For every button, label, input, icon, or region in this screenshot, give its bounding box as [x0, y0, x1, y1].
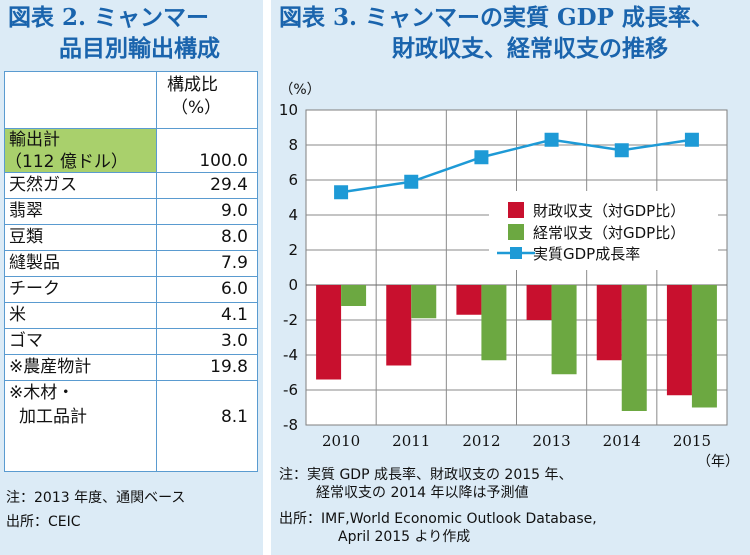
y-tick-label: -2 — [283, 311, 298, 329]
figure3-title-line2: 財政収支、経常収支の推移 — [392, 35, 668, 62]
legend-current-account-swatch — [508, 224, 524, 240]
figure3-title-line1: 図表 3. ミャンマーの実質 GDP 成長率、 — [279, 4, 714, 31]
table-rule — [5, 380, 257, 381]
x-tick-label: 2010 — [322, 432, 360, 450]
row-value-garments: 7.9 — [220, 253, 248, 273]
x-tick-label: 2013 — [532, 432, 570, 450]
fiscal-balance-bar — [316, 285, 342, 380]
current-account-bar — [551, 285, 577, 375]
row-label-beans: 豆類 — [9, 227, 43, 247]
legend-fiscal-swatch — [508, 202, 524, 218]
left-panel: 図表 2. ミャンマー 品目別輸出構成 構成比 （%） 輸出計 （112 億ドル… — [0, 0, 263, 555]
row-value-rice: 4.1 — [220, 305, 248, 325]
y-tick-label: -6 — [283, 381, 298, 399]
y-tick-label: 4 — [288, 206, 298, 224]
total-label-line2: （112 億ドル） — [5, 152, 128, 172]
x-tick-label: 2012 — [462, 432, 500, 450]
total-value: 100.0 — [199, 151, 248, 171]
row-label-timber-line1: ※木材・ — [9, 383, 75, 403]
y-tick-label: 0 — [288, 276, 298, 294]
fiscal-balance-bar — [526, 285, 552, 320]
row-label-rice: 米 — [9, 305, 26, 325]
fiscal-balance-bar — [666, 285, 692, 396]
figure3-note-line1: 注：実質 GDP 成長率、財政収支の 2015 年、 — [279, 467, 573, 483]
header-share-unit: （%） — [171, 98, 222, 118]
row-label-agri-total: ※農産物計 — [9, 357, 92, 377]
table-rule — [5, 224, 257, 225]
table-rule — [5, 354, 257, 355]
gdp-growth-line — [340, 138, 693, 194]
table-column-divider — [156, 72, 157, 471]
x-unit-label: （年） — [697, 454, 739, 470]
total-label-line1: 輸出計 — [9, 130, 60, 150]
row-label-garments: 縫製品 — [9, 253, 60, 273]
table-rule — [5, 198, 257, 199]
y-tick-label: 6 — [288, 171, 298, 189]
gdp-growth-point — [404, 174, 419, 189]
y-tick-label: 10 — [279, 101, 298, 119]
row-value-natural-gas: 29.4 — [210, 175, 248, 195]
x-tick-label: 2014 — [603, 432, 641, 450]
y-tick-label: -4 — [283, 346, 298, 364]
figure2-title-line1: 図表 2. ミャンマー — [8, 4, 210, 31]
current-account-bar — [621, 285, 647, 411]
row-label-sesame: ゴマ — [9, 331, 43, 351]
legend-gdp-growth-label: 実質GDP成長率 — [533, 245, 640, 263]
row-value-beans: 8.0 — [220, 227, 248, 247]
figure3-note-line2: 経常収支の 2014 年以降は予測値 — [316, 485, 529, 501]
y-unit-label: （%） — [279, 82, 320, 98]
row-label-timber-line2: 加工品計 — [19, 407, 87, 427]
y-tick-label: 2 — [288, 241, 298, 259]
table-rule — [5, 128, 257, 129]
legend-current-account-label: 経常収支（対GDP比） — [533, 224, 685, 242]
current-account-bar — [691, 285, 717, 408]
fiscal-balance-bar — [386, 285, 412, 366]
gdp-growth-point — [334, 185, 349, 200]
current-account-bar — [411, 285, 437, 319]
figure3-source-line2: April 2015 より作成 — [338, 529, 471, 545]
y-tick-label: 8 — [288, 136, 298, 154]
fiscal-balance-bar — [596, 285, 622, 361]
current-account-bar — [481, 285, 507, 361]
table-rule — [5, 276, 257, 277]
row-value-sesame: 3.0 — [220, 331, 248, 351]
table-rule — [5, 328, 257, 329]
row-label-jade: 翡翠 — [9, 201, 43, 221]
legend-fiscal-label: 財政収支（対GDP比） — [533, 202, 685, 220]
export-composition-table: 構成比 （%） 輸出計 （112 億ドル） 100.0 天然ガス 29.4 翡翠… — [4, 71, 258, 472]
table-rule — [5, 250, 257, 251]
row-value-teak: 6.0 — [220, 279, 248, 299]
legend-box — [489, 191, 718, 270]
gdp-growth-point — [544, 132, 559, 147]
table-rule — [5, 302, 257, 303]
legend-gdp-growth-swatch-marker — [510, 247, 522, 259]
fiscal-balance-bar — [456, 285, 482, 315]
row-value-jade: 9.0 — [220, 201, 248, 221]
row-value-agri-total: 19.8 — [210, 357, 248, 377]
x-tick-label: 2015 — [673, 432, 711, 450]
row-value-timber: 8.1 — [220, 407, 248, 427]
figure3-source-line1: 出所：IMF,World Economic Outlook Database, — [279, 511, 597, 527]
row-label-teak: チーク — [9, 279, 60, 299]
total-row-highlight — [5, 128, 156, 172]
table-rule — [5, 172, 257, 173]
figure2-note: 注：2013 年度、通関ベース — [6, 490, 186, 506]
figure2-title-line2: 品目別輸出構成 — [59, 35, 220, 62]
gdp-growth-point — [474, 150, 489, 165]
row-label-natural-gas: 天然ガス — [9, 175, 77, 195]
gdp-growth-point — [614, 143, 629, 158]
current-account-bar — [341, 285, 367, 306]
y-tick-label: -8 — [283, 416, 298, 434]
figure2-source: 出所：CEIC — [6, 514, 81, 530]
header-share-label: 構成比 — [167, 75, 218, 95]
gdp-growth-point — [684, 132, 699, 147]
x-tick-label: 2011 — [392, 432, 430, 450]
